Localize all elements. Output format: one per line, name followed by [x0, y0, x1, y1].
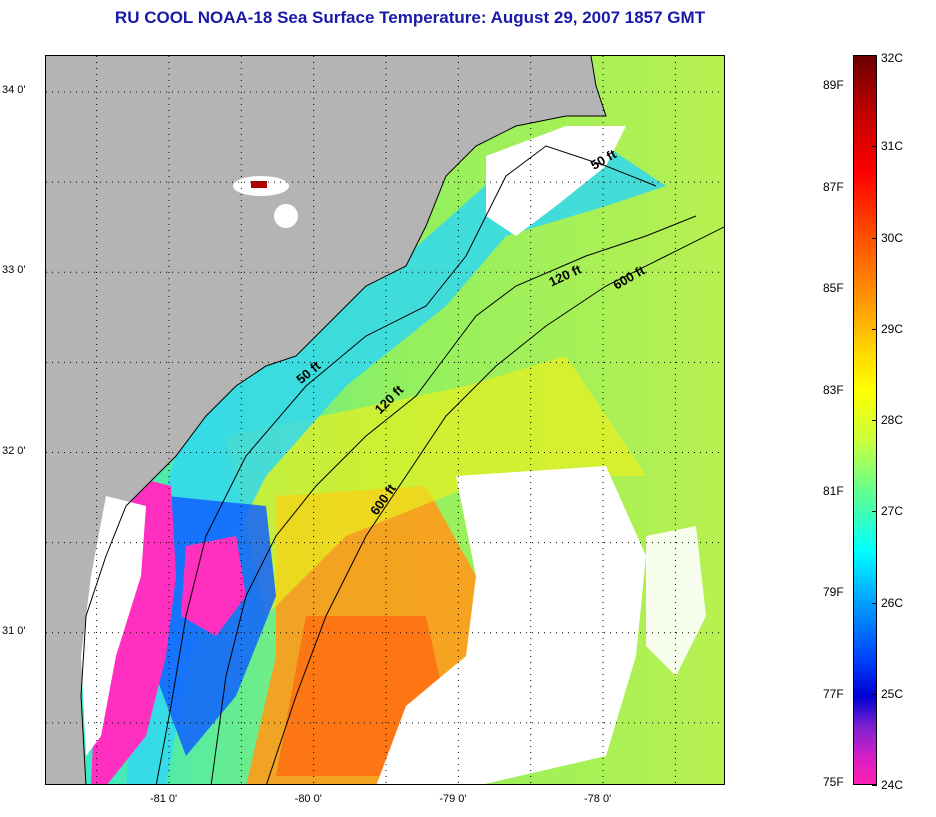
colorbar-celsius-label: 30C	[881, 230, 904, 245]
inland-cloud-2	[274, 204, 298, 228]
colorbar-celsius-label: 31C	[881, 139, 904, 154]
land-mass	[46, 56, 606, 784]
cloud-area-north	[486, 126, 626, 236]
coastline	[80, 56, 607, 784]
cold-magenta-patch	[181, 536, 246, 636]
colorbar-celsius-label: 32C	[881, 51, 904, 65]
isobath-50ft	[155, 145, 657, 784]
lat-label: 31 0'	[2, 624, 26, 637]
yellow-shelf-band	[226, 356, 646, 616]
sst-map	[45, 55, 725, 785]
colorbar-celsius-label: 29C	[881, 321, 904, 336]
colorbar-tick	[872, 237, 877, 239]
lon-label: -80 0'	[294, 793, 322, 805]
colorbar-fahrenheit-label: 79F	[823, 585, 844, 600]
colorbar-fahrenheit-label: 87F	[823, 179, 844, 194]
lat-label: 33 0'	[2, 264, 26, 277]
colorbar-fahrenheit-label: 75F	[823, 775, 844, 789]
colorbar-celsius-label: 26C	[881, 595, 904, 610]
lon-label: -81 0'	[149, 793, 178, 805]
map-title: RU COOL NOAA-18 Sea Surface Temperature:…	[114, 8, 706, 27]
colorbar-fahrenheit-label: 85F	[823, 281, 844, 296]
lon-label: -78 0'	[584, 793, 612, 805]
colorbar-tick	[872, 328, 877, 330]
colorbar-fahrenheit-label: 81F	[823, 483, 844, 498]
colorbar-tick	[872, 511, 877, 513]
colorbar-celsius-label: 28C	[881, 413, 904, 427]
colorbar-tick	[872, 785, 877, 786]
coastal-cloud	[81, 496, 146, 756]
cold-magenta-region	[91, 476, 176, 784]
colorbar-tick	[872, 602, 877, 604]
colorbar-celsius-label: 27C	[881, 504, 904, 519]
colorbar-tick	[872, 146, 877, 148]
lon-label: -79 0'	[439, 793, 467, 805]
colorbar-fahrenheit-label: 83F	[823, 382, 844, 397]
cloud-area-east	[646, 526, 706, 676]
cloud-area-south	[376, 466, 646, 784]
lat-label: 34 0'	[2, 84, 26, 97]
colorbar-celsius-label: 24C	[881, 778, 904, 792]
sst-map-canvas	[46, 56, 724, 784]
colorbar-tick	[872, 420, 877, 421]
colorbar-tick	[872, 693, 877, 695]
isobath-600ft	[266, 226, 724, 784]
inland-hot-pixel	[251, 181, 267, 188]
colorbar-celsius-label: 25C	[881, 686, 904, 701]
lat-label: 32 0'	[2, 444, 26, 457]
colorbar-fahrenheit-label: 77F	[823, 686, 844, 701]
colorbar-fahrenheit-label: 89F	[823, 78, 844, 93]
colorbar-tick	[872, 55, 877, 56]
isobath-120ft	[210, 215, 697, 784]
